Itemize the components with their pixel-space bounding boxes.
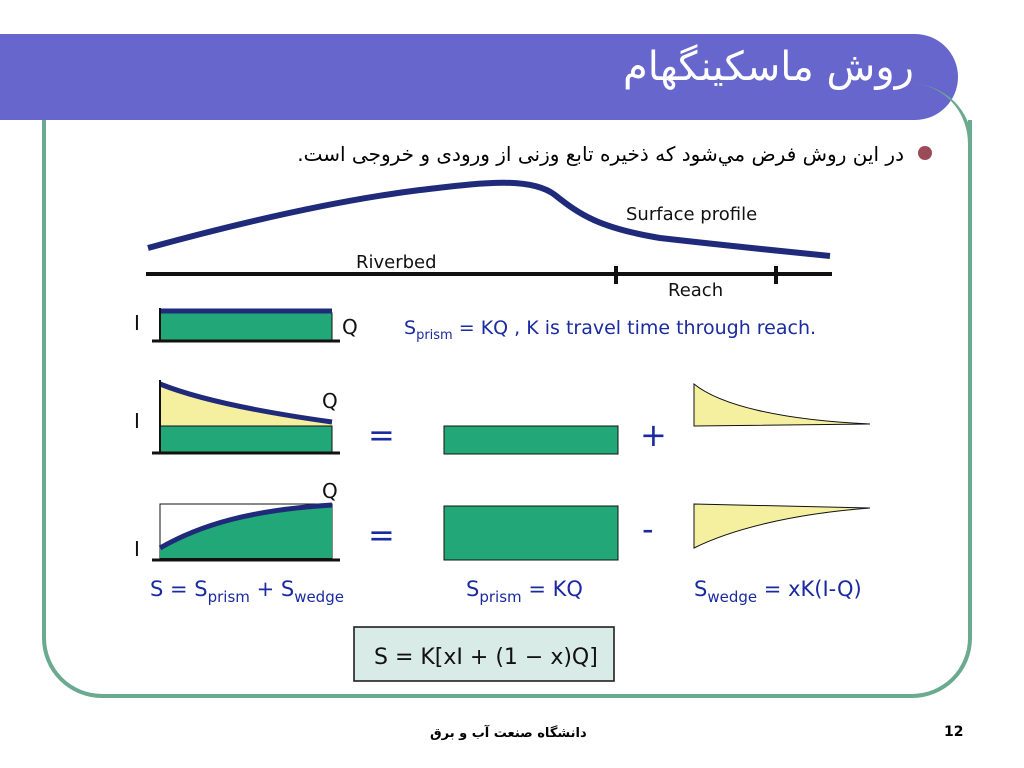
water-surface-2 (159, 381, 333, 425)
wedge-equation: Swedge = xK(I-Q) (694, 577, 862, 606)
equals-sign-3: = (368, 516, 395, 554)
prism-rect-2 (159, 425, 333, 453)
surface-profile-label: Surface profile (626, 204, 757, 225)
page-number: 12 (944, 724, 964, 740)
outflow-label-2: Q (322, 389, 338, 413)
minus-sign: - (642, 510, 654, 548)
wedge-fill-2 (160, 384, 332, 426)
title-bar (0, 34, 958, 120)
inflow-label-2: I (134, 409, 140, 433)
plus-sign: + (640, 416, 667, 454)
footer-university: دانشگاه صنعت آب و برق (430, 726, 587, 741)
final-formula: S = K[xI + (1 − x)Q] (374, 645, 598, 670)
negative-wedge-shape (693, 503, 871, 549)
reach-label: Reach (668, 280, 723, 301)
final-formula-box (353, 626, 615, 682)
outflow-label-3: Q (322, 479, 338, 503)
prism-rect-1 (159, 312, 333, 341)
surface-profile-curve (147, 179, 831, 259)
prism-equation: Sprism = KQ , K is travel time through r… (404, 317, 816, 343)
inflow-label-1: I (134, 311, 140, 335)
inflow-label-3: I (134, 537, 140, 561)
prism-kq-equation: Sprism = KQ (466, 577, 583, 606)
equals-sign-2: = (368, 416, 395, 454)
prism-block-3 (443, 505, 619, 561)
bullet-icon (918, 146, 932, 160)
bullet-text: در این روش فرض مي‌شود که ذخیره تابع وزنی… (297, 142, 904, 166)
slide-title: روش ماسکینگهام (622, 44, 914, 90)
outflow-label-1: Q (342, 315, 358, 339)
storage-sum-equation: S = Sprism + Swedge (150, 577, 344, 606)
riverbed-label: Riverbed (356, 252, 437, 273)
positive-wedge-shape (693, 382, 871, 427)
prism-block-2 (443, 425, 619, 455)
content-frame (42, 120, 972, 698)
prism-fill-3 (160, 505, 332, 558)
water-surface-3 (158, 502, 333, 551)
content-frame-corner (900, 84, 972, 224)
